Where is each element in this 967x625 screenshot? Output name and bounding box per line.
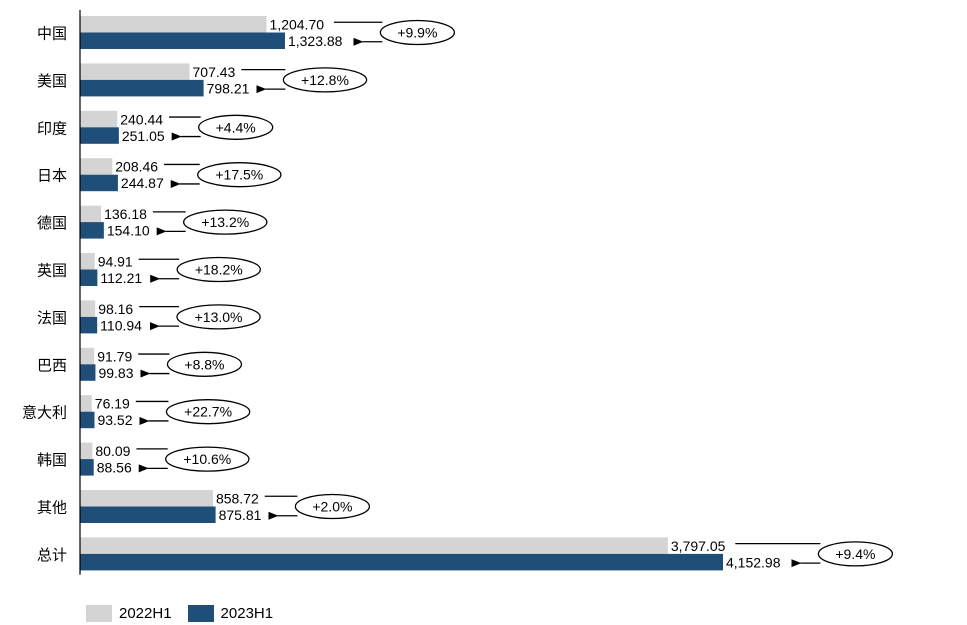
- growth-ellipse: [817, 541, 894, 567]
- value-label-2022h1: 98.16: [98, 301, 133, 317]
- value-label-2023h1: 244.87: [121, 175, 164, 191]
- growth-label: +2.0%: [312, 499, 352, 515]
- category-label: 中国: [37, 25, 67, 43]
- growth-ellipse: [165, 446, 250, 472]
- bar-2022h1: [80, 63, 190, 80]
- bar-2022h1: [80, 490, 213, 507]
- value-label-2023h1: 93.52: [97, 412, 132, 428]
- bar-2022h1: [80, 442, 93, 460]
- bar-2022h1: [80, 110, 118, 128]
- category-label: 英国: [37, 262, 67, 280]
- growth-ellipse: [166, 351, 243, 377]
- bar-2023h1: [80, 174, 118, 192]
- value-label-2023h1: 251.05: [122, 128, 165, 144]
- bar-2022h1: [80, 205, 102, 223]
- value-label-2022h1: 3,797.05: [671, 538, 726, 554]
- value-label-2022h1: 707.43: [193, 64, 236, 80]
- value-label-2022h1: 858.72: [216, 491, 259, 507]
- growth-label: +22.7%: [184, 404, 232, 420]
- value-label-2023h1: 110.94: [100, 317, 142, 333]
- value-label-2022h1: 94.91: [98, 254, 133, 270]
- growth-ellipse: [176, 256, 262, 283]
- bar-2023h1: [80, 411, 95, 429]
- bar-2023h1: [80, 32, 285, 49]
- bar-2022h1: [80, 253, 95, 270]
- growth-label: +4.4%: [216, 119, 256, 135]
- growth-ellipse: [198, 114, 274, 140]
- growth-label: +9.4%: [835, 546, 875, 562]
- bar-2023h1: [80, 222, 104, 239]
- legend-label-2022h1: 2022H1: [119, 605, 172, 622]
- value-label-2022h1: 1,204.70: [270, 17, 325, 33]
- value-label-2022h1: 240.44: [120, 111, 163, 127]
- value-label-2022h1: 136.18: [104, 206, 147, 222]
- bar-2023h1: [80, 316, 98, 334]
- category-label: 日本: [37, 167, 67, 185]
- legend-swatch-2022h1: [86, 605, 112, 622]
- value-label-2023h1: 1,323.88: [288, 33, 343, 49]
- growth-label: +13.0%: [195, 309, 243, 325]
- bar-2023h1: [80, 79, 204, 97]
- bar-2023h1: [80, 364, 96, 381]
- value-label-2023h1: 4,152.98: [726, 554, 781, 570]
- bar-2022h1: [80, 537, 668, 554]
- bar-2023h1: [80, 553, 723, 571]
- category-label: 其他: [37, 499, 67, 517]
- value-label-2023h1: 875.81: [219, 507, 262, 523]
- bar-2023h1: [80, 459, 94, 476]
- category-label: 美国: [37, 72, 67, 90]
- growth-label: +10.6%: [183, 451, 231, 467]
- value-label-2023h1: 154.10: [107, 223, 150, 239]
- growth-label: +13.2%: [201, 214, 249, 230]
- value-label-2022h1: 208.46: [115, 159, 158, 175]
- legend-label-2023h1: 2023H1: [220, 605, 274, 622]
- legend-swatch-2023h1: [187, 605, 214, 622]
- chart-legend: 2022H1 2023H1: [86, 605, 279, 622]
- bar-2023h1: [80, 506, 216, 523]
- growth-ellipse: [379, 19, 456, 46]
- category-label: 印度: [37, 119, 67, 137]
- value-label-2022h1: 80.09: [95, 443, 130, 459]
- bar-2022h1: [80, 395, 92, 412]
- category-label: 总计: [37, 546, 67, 564]
- legend-item-2023h1: 2023H1: [187, 605, 274, 622]
- bar-2022h1: [80, 16, 267, 33]
- value-label-2023h1: 99.83: [98, 365, 133, 381]
- value-label-2023h1: 88.56: [97, 460, 132, 476]
- value-label-2022h1: 76.19: [95, 396, 130, 412]
- value-label-2023h1: 798.21: [207, 80, 250, 96]
- growth-label: +8.8%: [184, 356, 224, 372]
- bar-2022h1: [80, 158, 113, 175]
- value-label-2022h1: 91.79: [97, 348, 132, 364]
- bar-2022h1: [80, 347, 95, 365]
- category-label: 巴西: [37, 356, 67, 374]
- growth-ellipse: [165, 399, 251, 425]
- growth-ellipse: [183, 209, 268, 235]
- bar-2022h1: [80, 300, 96, 317]
- bar-2023h1: [80, 269, 98, 286]
- growth-ellipse: [282, 67, 368, 93]
- category-label: 德国: [37, 214, 67, 232]
- category-label: 法国: [37, 309, 67, 327]
- growth-ellipse: [294, 493, 371, 520]
- growth-ellipse: [176, 304, 261, 330]
- legend-item-2022h1: 2022H1: [86, 605, 172, 622]
- category-label: 意大利: [22, 404, 67, 422]
- growth-label: +12.8%: [301, 72, 349, 88]
- growth-label: +9.9%: [397, 25, 437, 41]
- growth-label: +18.2%: [195, 262, 243, 278]
- growth-label: +17.5%: [215, 167, 263, 183]
- growth-ellipse: [197, 162, 282, 188]
- category-label: 韩国: [37, 451, 67, 469]
- bar-2023h1: [80, 127, 119, 144]
- value-label-2023h1: 112.21: [100, 270, 142, 286]
